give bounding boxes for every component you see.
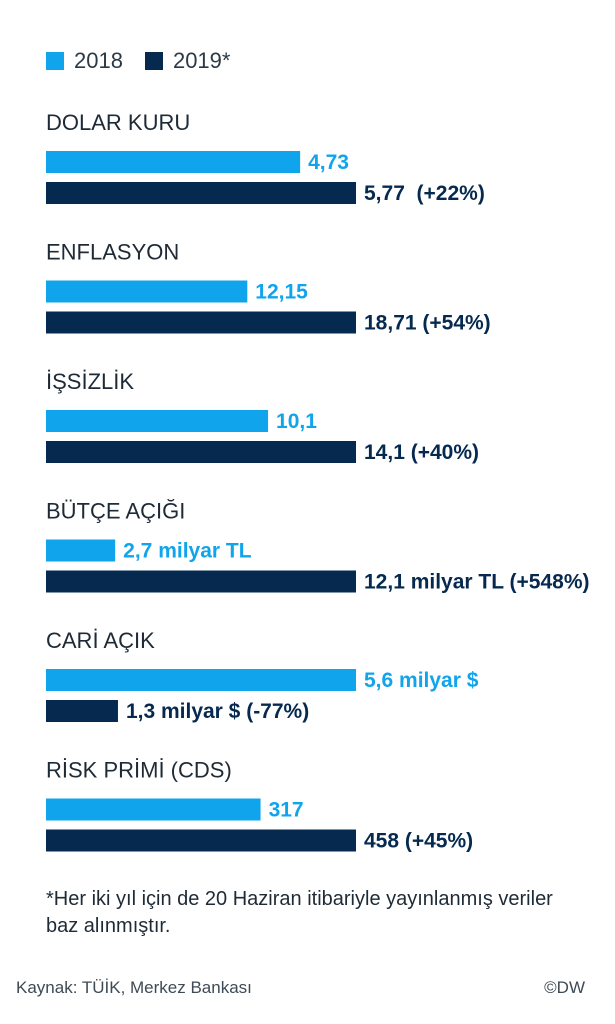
bar-2019 — [46, 311, 356, 334]
bar-2018 — [46, 280, 248, 303]
data-label-2018: 5,6 milyar $ — [364, 669, 479, 692]
legend-label-2019: 2019* — [172, 48, 231, 73]
source-text: Kaynak: TÜİK, Merkez Bankası — [16, 978, 252, 997]
data-label-2018: 4,73 — [308, 151, 349, 174]
category-label: DOLAR KURU — [46, 110, 190, 135]
category-label: CARİ AÇIK — [46, 628, 155, 653]
data-label-2019: 458 (+45%) — [364, 830, 473, 853]
footnote: *Her iki yıl için de 20 Haziran itibariy… — [46, 888, 553, 937]
data-label-2019: 18,71 (+54%) — [364, 312, 491, 335]
bar-2018 — [46, 410, 269, 432]
legend: 2018 2019* — [46, 48, 252, 74]
data-label-2018: 317 — [269, 799, 304, 822]
bar-2018 — [46, 798, 261, 821]
category-label: BÜTÇE AÇIĞI — [46, 499, 185, 524]
bar-2019 — [46, 441, 356, 463]
bar-2019 — [46, 570, 356, 593]
credit-text: ©DW — [544, 978, 585, 997]
bar-2018 — [46, 151, 301, 173]
data-label-2019: 14,1 (+40%) — [364, 441, 479, 464]
bar-2018 — [46, 669, 356, 691]
bar-2019 — [46, 829, 356, 852]
legend-item-2019: 2019* — [144, 48, 231, 74]
legend-label-2018: 2018 — [74, 48, 123, 73]
data-label-2019: 5,77 (+22%) — [364, 182, 485, 205]
legend-swatch-2018 — [46, 52, 64, 70]
data-label-2019: 12,1 milyar TL (+548%) — [364, 571, 589, 594]
data-label-2018: 10,1 — [276, 410, 317, 433]
category-label: ENFLASYON — [46, 240, 179, 265]
data-label-2018: 12,15 — [255, 281, 308, 304]
bar-chart: DOLAR KURU 4,73 5,77 (+22%) ENFLASYON 12,15 1… — [46, 110, 589, 853]
category-label: İŞSİZLİK — [46, 369, 134, 394]
data-label-2018: 2,7 milyar TL — [123, 540, 252, 563]
category-label: RİSK PRİMİ (CDS) — [46, 758, 232, 783]
legend-swatch-2019 — [144, 52, 163, 70]
bar-2019 — [46, 700, 118, 722]
legend-item-2018: 2018 — [46, 48, 123, 74]
bar-2018 — [46, 539, 116, 562]
data-label-2019: 1,3 milyar $ (-77%) — [126, 700, 309, 723]
bar-2019 — [46, 182, 356, 204]
